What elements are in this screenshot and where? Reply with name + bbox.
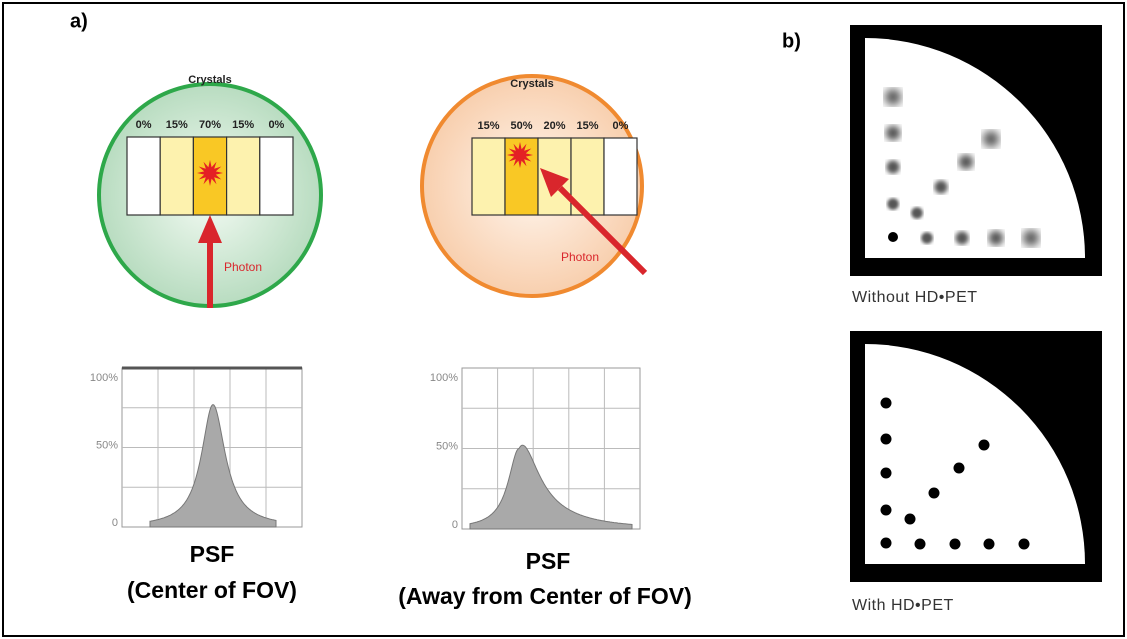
- point-source: [886, 160, 899, 173]
- point-source: [929, 488, 940, 499]
- panel-label: a): [70, 10, 88, 32]
- point-source: [881, 505, 892, 516]
- point-source: [885, 89, 901, 105]
- crystal-percent: 15%: [576, 120, 598, 132]
- point-source: [950, 539, 961, 550]
- point-source: [887, 198, 899, 210]
- y-axis-label: 50%: [96, 439, 118, 451]
- point-source: [921, 232, 933, 244]
- y-axis-label: 0: [452, 519, 458, 531]
- crystals-title: Crystals: [188, 74, 231, 86]
- crystal: [127, 137, 160, 215]
- y-axis-label: 50%: [436, 440, 458, 452]
- crystal-percent: 70%: [199, 119, 221, 131]
- crystal-percent: 0%: [136, 119, 152, 131]
- photon-label: Photon: [561, 250, 599, 264]
- point-source: [881, 398, 892, 409]
- point-source: [886, 126, 901, 141]
- point-source: [954, 463, 965, 474]
- crystal-percent: 0%: [613, 120, 629, 132]
- y-axis-label: 100%: [430, 372, 458, 384]
- image-caption: With HD•PET: [852, 597, 954, 614]
- image-caption: Without HD•PET: [852, 289, 978, 306]
- point-source: [959, 155, 974, 170]
- point-source: [905, 514, 916, 525]
- y-axis-label: 100%: [90, 372, 118, 384]
- crystal-percent: 15%: [477, 120, 499, 132]
- crystal-percent: 20%: [543, 120, 565, 132]
- crystal-percent: 50%: [510, 120, 532, 132]
- panel-label: b): [782, 30, 801, 52]
- point-source: [1023, 230, 1039, 246]
- crystal-percent: 15%: [232, 119, 254, 131]
- point-source: [984, 539, 995, 550]
- crystal: [472, 138, 505, 215]
- point-source: [934, 180, 947, 193]
- point-source: [983, 131, 999, 147]
- point-source: [979, 440, 990, 451]
- figure: a) b) Crystals Crystals 0% 15% 70% 15% 0% 15%…: [0, 0, 1127, 639]
- point-source: [911, 207, 923, 219]
- psf-title: PSF: [526, 548, 571, 574]
- photon-label: Photon: [224, 260, 262, 274]
- crystal: [227, 137, 260, 215]
- psf-caption: (Away from Center of FOV): [398, 583, 692, 609]
- crystal-percent: 15%: [166, 119, 188, 131]
- crystal: [604, 138, 637, 215]
- psf-caption: (Center of FOV): [127, 577, 297, 603]
- point-source: [915, 539, 926, 550]
- point-source: [881, 468, 892, 479]
- point-source: [989, 231, 1004, 246]
- point-source: [955, 231, 968, 244]
- y-axis-label: 0: [112, 517, 118, 529]
- point-source: [881, 538, 892, 549]
- crystal: [260, 137, 293, 215]
- point-source: [888, 232, 898, 242]
- psf-title: PSF: [190, 541, 235, 567]
- crystals-title: Crystals: [510, 78, 553, 90]
- crystal-percent: 0%: [268, 119, 284, 131]
- crystal: [160, 137, 193, 215]
- point-source: [1019, 539, 1030, 550]
- point-source: [881, 434, 892, 445]
